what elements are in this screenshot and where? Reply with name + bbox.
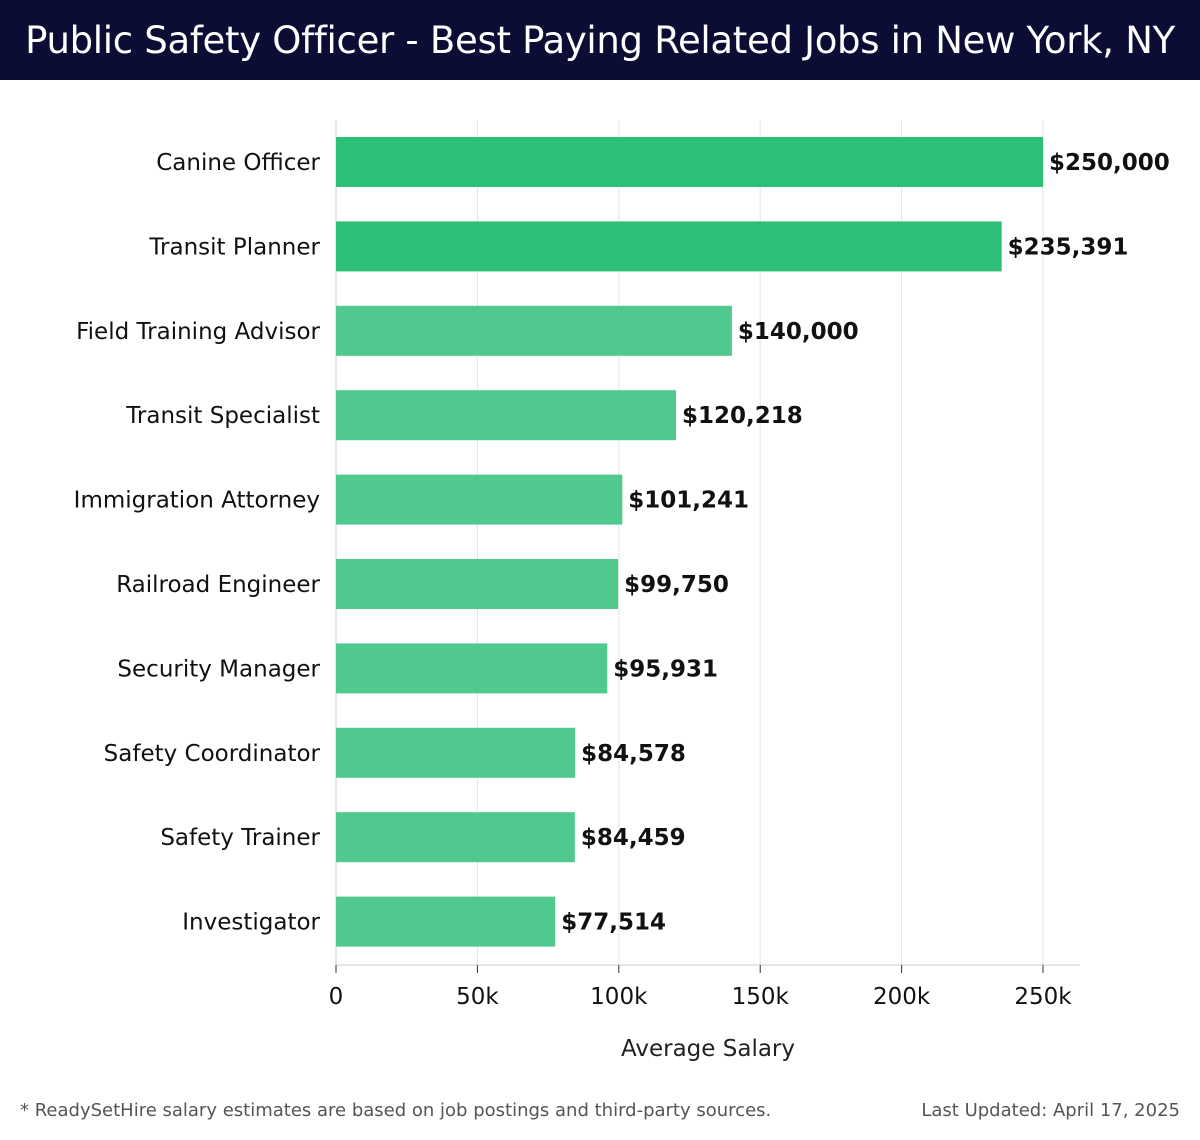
category-label: Transit Planner — [148, 234, 320, 260]
x-tick-label: 250k — [1014, 984, 1072, 1010]
bar — [336, 559, 619, 609]
category-label: Safety Trainer — [160, 825, 320, 851]
category-label: Railroad Engineer — [116, 572, 320, 598]
value-label: $84,578 — [581, 741, 686, 767]
x-tick-label: 50k — [456, 984, 499, 1010]
x-tick-label: 100k — [590, 984, 648, 1010]
title-bar: Public Safety Officer - Best Paying Rela… — [0, 0, 1200, 80]
x-axis-title: Average Salary — [621, 1036, 795, 1062]
bar — [336, 390, 676, 441]
bar — [336, 812, 575, 863]
x-tick-label: 200k — [873, 984, 931, 1010]
bar — [336, 474, 623, 525]
x-tick-label: 0 — [329, 984, 344, 1010]
bar — [336, 137, 1043, 187]
last-updated: Last Updated: April 17, 2025 — [921, 1100, 1180, 1121]
bar — [336, 643, 608, 694]
footer-note: * ReadySetHire salary estimates are base… — [20, 1100, 772, 1121]
category-label: Immigration Attorney — [74, 488, 320, 514]
salary-bar-chart: Canine Officer $250,000 Transit Planner $23… — [74, 120, 1170, 1062]
value-label: $235,391 — [1008, 234, 1129, 260]
value-label: $99,750 — [624, 572, 729, 598]
value-label: $120,218 — [682, 403, 803, 429]
x-tick-label: 150k — [732, 984, 790, 1010]
category-label: Canine Officer — [156, 150, 320, 176]
category-label: Field Training Advisor — [76, 319, 320, 345]
bar — [336, 305, 732, 356]
bar — [336, 221, 1002, 272]
chart-title: Public Safety Officer - Best Paying Rela… — [25, 18, 1175, 62]
bar — [336, 727, 576, 778]
category-label: Transit Specialist — [125, 403, 320, 429]
value-label: $250,000 — [1049, 150, 1170, 176]
value-label: $95,931 — [613, 656, 718, 682]
value-label: $140,000 — [738, 319, 859, 345]
category-label: Security Manager — [117, 656, 320, 682]
category-label: Safety Coordinator — [104, 741, 321, 767]
value-label: $84,459 — [581, 825, 686, 851]
value-label: $77,514 — [561, 910, 666, 936]
bar — [336, 896, 556, 947]
category-label: Investigator — [182, 910, 320, 936]
value-label: $101,241 — [628, 488, 749, 514]
